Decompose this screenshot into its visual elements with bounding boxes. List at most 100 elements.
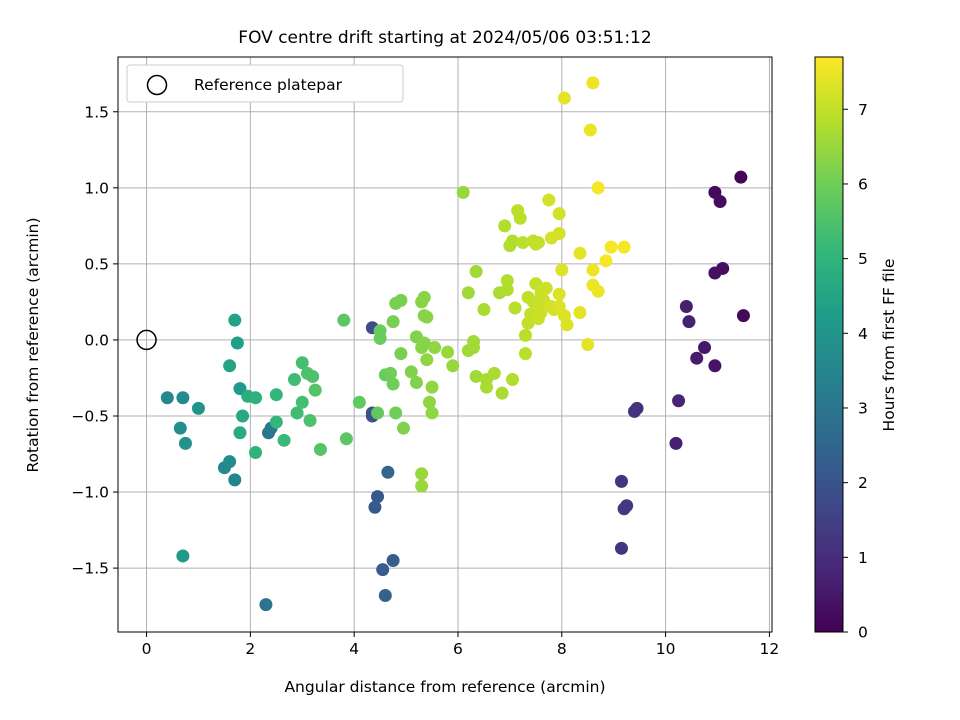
data-point [542,193,556,207]
data-point [469,264,483,278]
data-point [191,401,205,415]
colorbar: 0 1 2 3 4 5 6 7 Hours from first FF file [814,56,898,642]
data-point [368,500,382,514]
data-point [394,293,408,307]
colorbar-tick-label: 0 [858,624,868,642]
x-tick-label: 10 [656,640,676,658]
data-point [249,391,263,405]
data-point [441,345,455,359]
legend-label: Reference platepar [194,76,343,94]
y-tick-label: 1.5 [84,103,109,121]
data-point [339,432,353,446]
y-axis-label: Rotation from reference (arcmin) [24,217,42,472]
data-point [371,406,385,420]
data-point [277,433,291,447]
data-point [552,287,566,301]
y-tick-label: 0.0 [84,331,109,349]
data-point [552,226,566,240]
data-point [713,195,727,209]
data-point [480,380,494,394]
data-point [389,406,403,420]
data-point [734,170,748,184]
data-point [223,359,237,373]
data-point [495,386,509,400]
data-point [446,359,460,373]
data-point [176,391,190,405]
data-point [698,341,712,355]
plot-area: 0 2 4 6 8 10 12 −1.5 −1.0 −0.5 0.0 0.5 1.0 1.5 [71,56,780,658]
data-point [560,318,574,332]
y-tick-label: −1.0 [71,484,109,502]
data-point [352,395,366,409]
data-point [669,436,683,450]
data-point [269,388,283,402]
data-point [269,415,283,429]
colorbar-label: Hours from first FF file [880,259,898,432]
data-point [404,365,418,379]
grid-lines [118,57,772,632]
colorbar-tick-label: 2 [858,474,868,492]
data-point [505,372,519,386]
data-point [422,395,436,409]
data-point [306,369,320,383]
data-point [384,366,397,380]
data-point [487,366,501,380]
data-point [381,465,395,479]
data-point [295,356,309,370]
data-point [467,334,481,348]
data-point [249,446,263,460]
chart-title: FOV centre drift starting at 2024/05/06 … [238,28,651,48]
colorbar-gradient [814,56,844,633]
data-point [708,266,722,280]
colorbar-ticks: 0 1 2 3 4 5 6 7 [843,101,868,642]
x-tick-label: 6 [453,640,463,658]
colorbar-tick-label: 5 [858,250,868,268]
data-point [160,391,174,405]
data-point [679,299,693,313]
data-point [420,353,434,367]
data-point [417,290,431,304]
data-point [513,211,527,225]
data-point [173,421,187,435]
data-point [586,263,600,277]
data-point [500,283,514,297]
data-point [552,207,566,221]
x-tick-label: 2 [245,640,255,658]
data-point [690,351,704,365]
y-tick-label: −0.5 [71,407,109,425]
data-point [498,219,512,233]
data-point [415,479,429,493]
data-point [539,281,553,295]
plot-frame [117,56,773,633]
data-point [518,347,532,361]
data-point [396,421,410,435]
scatter-points [160,76,750,612]
legend-open-circle-icon [146,74,168,96]
data-point [376,563,390,577]
data-point [672,394,686,408]
data-point [313,442,327,456]
data-point [614,541,628,555]
data-point [456,185,470,199]
data-point [386,315,400,329]
data-point [461,286,475,300]
data-point [627,404,641,418]
colorbar-tick-label: 7 [858,101,868,119]
data-point [228,313,242,327]
data-point [555,263,569,277]
data-point [386,554,400,568]
data-point [500,274,514,288]
colorbar-tick-label: 4 [858,325,868,343]
y-tick-label: 0.5 [84,255,109,273]
data-point [583,123,597,137]
data-point [428,341,442,355]
data-point [617,502,631,516]
data-point [736,309,750,323]
data-point [469,369,483,383]
colorbar-tick-label: 3 [858,399,868,417]
x-tick-label: 12 [760,640,780,658]
data-point [516,236,530,250]
y-axis-ticks: −1.5 −1.0 −0.5 0.0 0.5 1.0 1.5 [71,103,118,578]
data-point [236,409,250,423]
